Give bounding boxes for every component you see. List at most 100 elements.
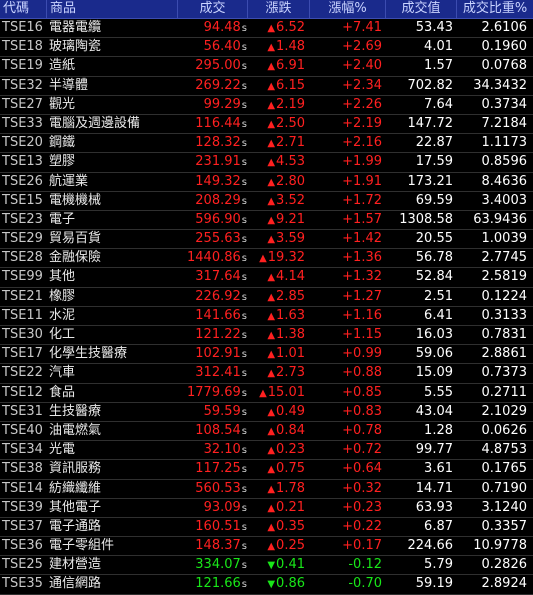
row-change: 3.59	[276, 231, 305, 247]
row-change-cell: ▲0.75	[248, 460, 310, 478]
row-change: 1.63	[276, 307, 305, 323]
row-amount-ratio: 1.0039	[481, 231, 528, 247]
column-header-code[interactable]: 代碼	[0, 0, 47, 18]
table-row[interactable]: TSE32 半導體 269.22s ▲6.15 +2.34 702.82 34.3432	[0, 77, 533, 96]
row-change-percent: +0.78	[342, 422, 382, 438]
row-price: 1779.69	[187, 384, 241, 400]
row-price: 116.44	[195, 115, 241, 131]
column-header-name[interactable]: 商品	[47, 0, 178, 18]
simulated-price-mark: s	[241, 80, 247, 92]
row-price-cell: 208.29s	[178, 192, 248, 210]
table-row[interactable]: TSE27 觀光 99.29s ▲2.19 +2.26 7.64 0.3734	[0, 96, 533, 115]
row-price-cell: 334.07s	[178, 556, 248, 574]
row-change-percent: +0.83	[342, 403, 382, 419]
simulated-price-mark: s	[241, 234, 247, 246]
row-price: 160.51	[195, 518, 241, 534]
row-code: TSE36	[2, 538, 43, 554]
row-amount-ratio: 2.5819	[481, 269, 528, 285]
simulated-price-mark: s	[241, 349, 247, 361]
up-triangle-icon: ▲	[259, 387, 267, 399]
table-row[interactable]: TSE39 其他電子 93.09s ▲0.21 +0.23 63.93 3.1240	[0, 499, 533, 518]
table-row[interactable]: TSE12 食品 1779.69s ▲15.01 +0.85 5.55 0.2711	[0, 384, 533, 403]
table-row[interactable]: TSE34 光電 32.10s ▲0.23 +0.72 99.77 4.8753	[0, 441, 533, 461]
row-change-cell: ▲1.78	[248, 480, 310, 498]
row-change: 15.01	[267, 384, 305, 400]
row-code: TSE17	[2, 346, 43, 362]
row-name: 金融保險	[49, 250, 102, 266]
table-row[interactable]: TSE23 電子 596.90s ▲9.21 +1.57 1308.58 63.9436	[0, 211, 533, 231]
up-triangle-icon: ▲	[267, 42, 276, 54]
table-row[interactable]: TSE30 化工 121.22s ▲1.38 +1.15 16.03 0.7831	[0, 326, 533, 346]
row-code: TSE32	[2, 77, 43, 93]
table-row[interactable]: TSE26 航運業 149.32s ▲2.80 +1.91 173.21 8.4636	[0, 173, 533, 192]
row-code: TSE18	[2, 39, 43, 55]
row-code: TSE13	[2, 154, 43, 170]
row-amount: 173.21	[407, 173, 454, 189]
row-amount: 4.01	[424, 39, 453, 55]
up-triangle-icon: ▲	[267, 521, 276, 533]
table-row[interactable]: TSE11 水泥 141.66s ▲1.63 +1.16 6.41 0.3133	[0, 307, 533, 326]
column-header-amount[interactable]: 成交值	[386, 0, 457, 18]
table-row[interactable]: TSE13 塑膠 231.91s ▲4.53 +1.99 17.59 0.8596	[0, 153, 533, 173]
table-row[interactable]: TSE33 電腦及週邊設備 116.44s ▲2.50 +2.19 147.72 7.218…	[0, 115, 533, 135]
table-row[interactable]: TSE35 通信網路 121.66s ▼0.86 -0.70 59.19 2.8924	[0, 575, 533, 595]
simulated-price-mark: s	[241, 521, 247, 533]
row-change: 19.32	[267, 250, 305, 266]
up-triangle-icon: ▲	[267, 157, 276, 169]
up-triangle-icon: ▲	[267, 80, 276, 92]
row-change: 2.50	[276, 115, 305, 131]
column-header-change[interactable]: 漲跌	[248, 0, 310, 18]
table-row[interactable]: TSE18 玻璃陶瓷 56.40s ▲1.48 +2.69 4.01 0.1960	[0, 38, 533, 58]
row-change-percent: +1.91	[342, 173, 382, 189]
row-change-percent: +1.36	[342, 250, 382, 266]
table-row[interactable]: TSE37 電子通路 160.51s ▲0.35 +0.22 6.87 0.3357	[0, 518, 533, 538]
column-header-change-percent[interactable]: 漲幅%	[310, 0, 386, 18]
row-amount-ratio: 3.4003	[481, 192, 528, 208]
table-row[interactable]: TSE29 貿易百貨 255.63s ▲3.59 +1.42 20.55 1.0039	[0, 230, 533, 250]
row-change: 1.01	[276, 346, 305, 362]
up-triangle-icon: ▲	[267, 406, 276, 418]
table-row[interactable]: TSE22 汽車 312.41s ▲2.73 +0.88 15.09 0.7373	[0, 364, 533, 384]
table-row[interactable]: TSE36 電子零組件 148.37s ▲0.25 +0.17 224.66 10.9778	[0, 537, 533, 557]
up-triangle-icon: ▲	[259, 253, 267, 265]
row-change-percent: +1.27	[342, 288, 382, 304]
column-header-price[interactable]: 成交	[178, 0, 248, 18]
table-row[interactable]: TSE16 電器電纜 94.48s ▲6.52 +7.41 53.43 2.6106	[0, 19, 533, 39]
row-price: 312.41	[195, 365, 241, 381]
row-amount-ratio: 0.3357	[481, 518, 528, 534]
table-row[interactable]: TSE20 鋼鐵 128.32s ▲2.71 +2.16 22.87 1.1173	[0, 134, 533, 154]
up-triangle-icon: ▲	[267, 445, 276, 457]
up-triangle-icon: ▲	[267, 464, 276, 476]
row-change-cell: ▲19.32	[248, 249, 310, 267]
table-row[interactable]: TSE17 化學生技醫療 102.91s ▲1.01 +0.99 59.06 2.8861	[0, 345, 533, 365]
table-row[interactable]: TSE99 其他 317.64s ▲4.14 +1.32 52.84 2.5819	[0, 268, 533, 288]
row-amount: 2.51	[424, 288, 453, 304]
row-change: 2.19	[276, 96, 305, 112]
table-row[interactable]: TSE14 紡織纖維 560.53s ▲1.78 +0.32 14.71 0.7190	[0, 480, 533, 499]
row-change: 2.71	[276, 135, 305, 151]
row-code: TSE12	[2, 384, 43, 400]
table-row[interactable]: TSE40 油電燃氣 108.54s ▲0.84 +0.78 1.28 0.0626	[0, 422, 533, 442]
table-row[interactable]: TSE31 生技醫療 59.59s ▲0.49 +0.83 43.04 2.1029	[0, 403, 533, 422]
up-triangle-icon: ▲	[267, 368, 276, 380]
column-header-amount-ratio[interactable]: 成交比重%	[462, 1, 528, 16]
table-row[interactable]: TSE38 資訊服務 117.25s ▲0.75 +0.64 3.61 0.1765	[0, 460, 533, 480]
table-row[interactable]: TSE19 造紙 295.00s ▲6.91 +2.40 1.57 0.0768	[0, 57, 533, 77]
up-triangle-icon: ▲	[267, 272, 276, 284]
row-amount: 6.87	[424, 518, 453, 534]
simulated-price-mark: s	[241, 579, 247, 591]
row-change-cell: ▲0.23	[248, 441, 310, 459]
table-row[interactable]: TSE25 建材營造 334.07s ▼0.41 -0.12 5.79 0.2826	[0, 556, 533, 576]
row-price: 94.48	[203, 20, 241, 35]
row-change-cell: ▲1.01	[248, 345, 310, 363]
simulated-price-mark: s	[241, 368, 247, 380]
table-row[interactable]: TSE21 橡膠 226.92s ▲2.85 +1.27 2.51 0.1224	[0, 288, 533, 307]
table-row[interactable]: TSE28 金融保險 1440.86s ▲19.32 +1.36 56.78 2.7745	[0, 249, 533, 269]
row-amount: 5.79	[424, 557, 453, 573]
row-price-cell: 116.44s	[178, 115, 248, 133]
row-price-cell: 128.32s	[178, 134, 248, 152]
table-row[interactable]: TSE15 電機機械 208.29s ▲3.52 +1.72 69.59 3.4003	[0, 192, 533, 211]
up-triangle-icon: ▲	[267, 541, 276, 553]
row-amount-ratio: 2.7745	[481, 250, 528, 266]
